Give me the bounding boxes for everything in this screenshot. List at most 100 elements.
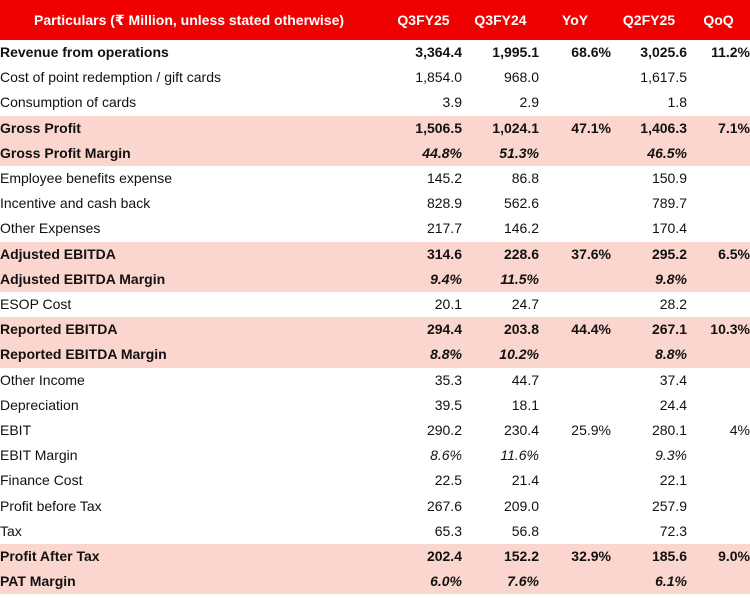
- cell-q3fy24: 230.4: [503, 422, 539, 439]
- table-row: Reported EBITDA 294.4 203.8 44.4% 267.1 10.3%: [0, 317, 750, 343]
- cell-yoy: 68.6%: [571, 44, 611, 60]
- table-row: Gross Profit Margin 44.8% 51.3% 46.5%: [0, 140, 750, 167]
- cell-q3fy25: 1,854.0: [415, 69, 462, 86]
- cell-yoy: 25.9%: [571, 422, 611, 439]
- cell-q3fy24: 209.0: [503, 497, 539, 514]
- table-row: ESOP Cost 20.1 24.7 28.2: [0, 292, 750, 317]
- cell-qoq: [687, 342, 750, 367]
- cell-q2fy25: 37.4: [659, 371, 687, 388]
- cell-yoy: [539, 141, 611, 166]
- cell-yoy: [539, 519, 611, 544]
- cell-qoq: [687, 393, 750, 418]
- row-label: Incentive and cash back: [0, 195, 151, 212]
- cell-q3fy24: 44.7: [511, 371, 539, 388]
- cell-q3fy25: 267.6: [426, 497, 462, 514]
- cell-yoy: [539, 569, 611, 594]
- row-label: Consumption of cards: [0, 94, 137, 111]
- table-row: Consumption of cards 3.9 2.9 1.8: [0, 90, 750, 115]
- cell-qoq: 10.3%: [710, 321, 750, 338]
- cell-qoq: 9.0%: [718, 548, 750, 565]
- cell-yoy: [539, 292, 611, 317]
- cell-qoq: [687, 519, 750, 544]
- cell-q3fy25: 65.3: [434, 522, 462, 539]
- cell-q3fy24: 11.5%: [500, 270, 539, 287]
- cell-q2fy25: 1,406.3: [640, 119, 687, 136]
- cell-q3fy25: 3,364.4: [415, 44, 462, 60]
- cell-yoy: 44.4%: [571, 321, 611, 338]
- row-label: Profit After Tax: [0, 548, 100, 565]
- cell-qoq: [687, 494, 750, 519]
- table-row: EBIT 290.2 230.4 25.9% 280.1 4%: [0, 418, 750, 443]
- cell-q3fy25: 217.7: [426, 220, 462, 237]
- cell-q3fy25: 828.9: [426, 195, 462, 212]
- cell-q3fy24: 152.2: [503, 548, 539, 565]
- table-row: Other Expenses 217.7 146.2 170.4: [0, 216, 750, 241]
- cell-qoq: [687, 166, 750, 191]
- cell-q3fy25: 9.4%: [430, 270, 462, 287]
- cell-q3fy24: 203.8: [503, 321, 539, 338]
- cell-q2fy25: 280.1: [651, 422, 687, 439]
- cell-q3fy24: 56.8: [511, 522, 539, 539]
- cell-q2fy25: 8.8%: [655, 346, 687, 363]
- table-row: PAT Margin 6.0% 7.6% 6.1%: [0, 569, 750, 595]
- cell-q3fy25: 22.5: [434, 472, 462, 489]
- cell-q3fy24: 228.6: [503, 245, 539, 262]
- row-label: ESOP Cost: [0, 296, 72, 313]
- header-q3fy25: Q3FY25: [397, 12, 450, 28]
- cell-qoq: 4%: [729, 422, 750, 439]
- table-row: Incentive and cash back 828.9 562.6 789.7: [0, 191, 750, 216]
- table-row: Reported EBITDA Margin 8.8% 10.2% 8.8%: [0, 342, 750, 368]
- header-q3fy24: Q3FY24: [474, 12, 527, 28]
- cell-qoq: [687, 443, 750, 468]
- cell-q2fy25: 1,617.5: [640, 69, 687, 86]
- cell-yoy: [539, 267, 611, 292]
- cell-yoy: [539, 342, 611, 367]
- cell-qoq: [687, 65, 750, 90]
- cell-yoy: [539, 443, 611, 468]
- cell-q2fy25: 24.4: [659, 396, 687, 413]
- cell-q2fy25: 46.5%: [647, 144, 687, 161]
- row-label: Profit before Tax: [0, 497, 102, 514]
- row-label: Employee benefits expense: [0, 170, 172, 187]
- cell-q3fy24: 24.7: [511, 296, 539, 313]
- table-row: Adjusted EBITDA 314.6 228.6 37.6% 295.2 6.5%: [0, 241, 750, 267]
- cell-q2fy25: 22.1: [659, 472, 687, 489]
- table-row: Employee benefits expense 145.2 86.8 150.9: [0, 166, 750, 191]
- cell-yoy: [539, 393, 611, 418]
- cell-q2fy25: 9.3%: [655, 447, 687, 464]
- cell-q2fy25: 295.2: [651, 245, 687, 262]
- cell-yoy: [539, 65, 611, 90]
- cell-q2fy25: 170.4: [651, 220, 687, 237]
- cell-qoq: [687, 368, 750, 393]
- table-row: Other Income 35.3 44.7 37.4: [0, 368, 750, 393]
- cell-qoq: [687, 292, 750, 317]
- row-label: Finance Cost: [0, 472, 83, 489]
- row-label: Reported EBITDA Margin: [0, 346, 167, 363]
- cell-q3fy25: 294.4: [426, 321, 462, 338]
- cell-q2fy25: 9.8%: [655, 270, 687, 287]
- cell-qoq: 7.1%: [718, 119, 750, 136]
- row-label: Other Expenses: [0, 220, 101, 237]
- table-row: Depreciation 39.5 18.1 24.4: [0, 393, 750, 418]
- cell-yoy: 47.1%: [571, 119, 611, 136]
- cell-q2fy25: 6.1%: [655, 573, 687, 590]
- table-row: Revenue from operations 3,364.4 1,995.1 68.…: [0, 40, 750, 65]
- cell-q3fy24: 10.2%: [499, 346, 539, 363]
- cell-q3fy24: 2.9: [519, 94, 539, 111]
- cell-q3fy24: 562.6: [503, 195, 539, 212]
- cell-yoy: [539, 216, 611, 241]
- cell-q3fy24: 1,995.1: [492, 44, 539, 60]
- table-row: Gross Profit 1,506.5 1,024.1 47.1% 1,406.3 7.…: [0, 115, 750, 141]
- row-label: PAT Margin: [0, 573, 76, 590]
- cell-q3fy25: 35.3: [434, 371, 462, 388]
- cell-q3fy25: 8.6%: [430, 447, 462, 464]
- cell-yoy: [539, 368, 611, 393]
- cell-q3fy25: 314.6: [426, 245, 462, 262]
- row-label: Adjusted EBITDA: [0, 245, 116, 262]
- cell-q2fy25: 72.3: [659, 522, 687, 539]
- header-yoy: YoY: [561, 12, 589, 28]
- cell-q3fy24: 86.8: [511, 170, 539, 187]
- cell-q3fy25: 145.2: [426, 170, 462, 187]
- cell-yoy: 32.9%: [571, 548, 611, 565]
